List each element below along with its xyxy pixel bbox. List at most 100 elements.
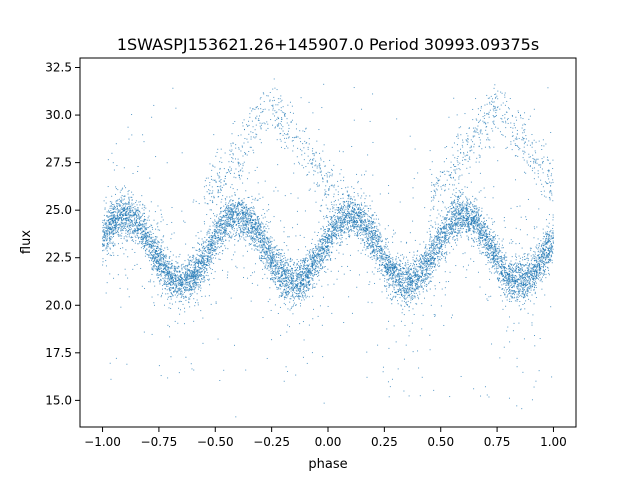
data-point <box>385 254 387 256</box>
data-point <box>153 267 155 269</box>
data-point <box>201 278 203 280</box>
data-point <box>534 274 536 276</box>
data-point <box>394 263 396 265</box>
data-point <box>504 269 506 271</box>
data-point <box>255 245 257 247</box>
data-point <box>521 280 523 282</box>
data-point <box>464 219 466 221</box>
data-point <box>460 195 462 197</box>
data-point <box>263 263 265 265</box>
data-point <box>292 292 294 294</box>
data-point <box>289 270 291 272</box>
data-point <box>252 209 254 211</box>
data-point <box>176 262 178 264</box>
data-point <box>446 231 448 233</box>
data-point <box>188 288 190 290</box>
data-point <box>186 278 188 280</box>
data-point <box>506 275 508 277</box>
data-point <box>492 231 494 233</box>
data-point <box>303 266 305 268</box>
data-point <box>257 230 259 232</box>
data-point <box>145 232 147 234</box>
data-point <box>192 256 194 258</box>
data-point <box>548 226 550 228</box>
data-point <box>260 240 262 242</box>
data-point <box>350 218 352 220</box>
data-point <box>403 274 405 276</box>
data-point <box>420 272 422 274</box>
data-point <box>451 231 453 233</box>
data-point <box>108 223 110 225</box>
data-point <box>487 239 489 241</box>
data-point <box>104 238 106 240</box>
data-point <box>540 268 542 270</box>
data-point <box>199 261 201 263</box>
data-point <box>342 224 344 226</box>
data-point <box>442 240 444 242</box>
data-point <box>206 261 208 263</box>
data-point <box>506 280 508 282</box>
data-point <box>515 271 517 273</box>
data-point <box>488 233 490 235</box>
data-point <box>407 300 409 302</box>
data-point <box>335 224 337 226</box>
data-point <box>533 289 535 291</box>
data-point <box>359 226 361 228</box>
data-point <box>277 287 279 289</box>
data-point <box>534 291 536 293</box>
data-point <box>484 245 486 247</box>
data-point <box>153 245 155 247</box>
data-point <box>500 268 502 270</box>
data-point <box>148 227 150 229</box>
data-point <box>524 286 526 288</box>
data-point <box>232 218 234 220</box>
data-point <box>339 231 341 233</box>
data-point <box>127 225 129 227</box>
data-point <box>323 251 325 253</box>
data-point <box>337 232 339 234</box>
data-point <box>251 219 253 221</box>
data-point <box>440 234 442 236</box>
data-point <box>402 285 404 287</box>
data-point <box>468 222 470 224</box>
data-point <box>271 247 273 249</box>
data-point <box>286 292 288 294</box>
data-point <box>228 202 230 204</box>
data-point <box>444 226 446 228</box>
data-point <box>316 256 318 258</box>
data-point <box>239 211 241 213</box>
data-point <box>411 290 413 292</box>
data-point <box>400 270 402 272</box>
data-point <box>396 293 398 295</box>
data-point <box>165 256 167 258</box>
data-point <box>333 242 335 244</box>
data-point <box>530 268 532 270</box>
data-point <box>150 254 152 256</box>
data-point <box>367 215 369 217</box>
data-point <box>330 233 332 235</box>
data-point <box>304 290 306 292</box>
data-point <box>525 271 527 273</box>
data-point <box>263 243 265 245</box>
data-point <box>224 215 226 217</box>
data-point <box>542 232 544 234</box>
data-point <box>392 260 394 262</box>
data-point <box>483 239 485 241</box>
data-point <box>426 254 428 256</box>
data-point <box>178 275 180 277</box>
data-point <box>263 239 265 241</box>
data-point <box>360 208 362 210</box>
data-point <box>540 259 542 261</box>
data-point <box>543 253 545 255</box>
data-point <box>440 242 442 244</box>
data-point <box>238 197 240 199</box>
data-point <box>234 204 236 206</box>
data-point <box>301 274 303 276</box>
data-point <box>198 250 200 252</box>
data-point <box>125 203 127 205</box>
data-point <box>386 257 388 259</box>
data-point <box>479 223 481 225</box>
data-point <box>509 278 511 280</box>
data-point <box>116 213 118 215</box>
data-point <box>532 273 534 275</box>
